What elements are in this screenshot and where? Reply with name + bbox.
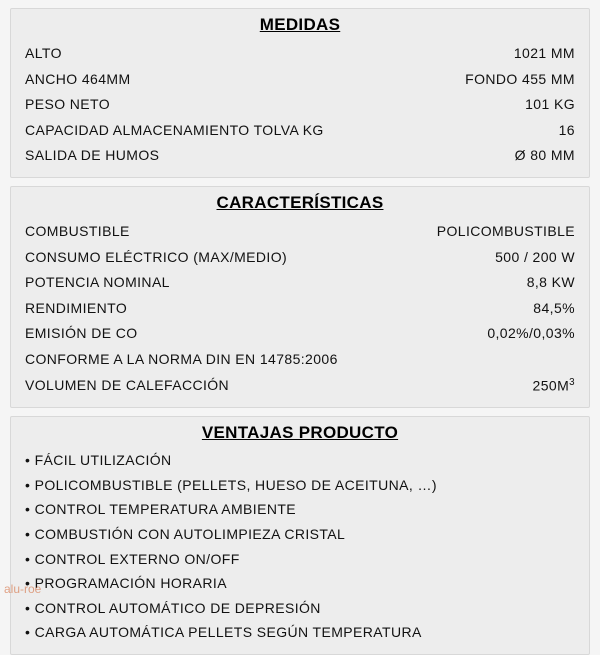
table-row: CAPACIDAD ALMACENAMIENTO TOLVA KG 16	[25, 118, 575, 144]
table-row: COMBUSTIBLE POLICOMBUSTIBLE	[25, 219, 575, 245]
row-value: 1021 MM	[514, 44, 575, 64]
list-item: • COMBUSTIÓN CON AUTOLIMPIEZA CRISTAL	[25, 523, 575, 548]
table-row: EMISIÓN DE CO 0,02%/0,03%	[25, 321, 575, 347]
list-item-text: FÁCIL UTILIZACIÓN	[35, 452, 172, 468]
table-row: ALTO 1021 MM	[25, 41, 575, 67]
list-item-text: CARGA AUTOMÁTICA PELLETS SEGÚN TEMPERATU…	[35, 624, 422, 640]
norma-row: CONFORME A LA NORMA DIN EN 14785:2006	[25, 347, 575, 373]
row-value: POLICOMBUSTIBLE	[437, 222, 575, 242]
table-row: POTENCIA NOMINAL 8,8 KW	[25, 270, 575, 296]
list-item: • CONTROL TEMPERATURA AMBIENTE	[25, 498, 575, 523]
list-item: • FÁCIL UTILIZACIÓN	[25, 449, 575, 474]
row-value: FONDO 455 MM	[465, 70, 575, 90]
caracteristicas-title: CARACTERÍSTICAS	[25, 193, 575, 213]
ventajas-list: • FÁCIL UTILIZACIÓN • POLICOMBUSTIBLE (P…	[25, 449, 575, 646]
row-value: 8,8 KW	[527, 273, 575, 293]
table-row: CONSUMO ELÉCTRICO (MAX/MEDIO) 500 / 200 …	[25, 245, 575, 271]
row-value: Ø 80 MM	[515, 146, 575, 166]
list-item: • PROGRAMACIÓN HORARIA	[25, 572, 575, 597]
row-label: RENDIMIENTO	[25, 299, 127, 319]
table-row: SALIDA DE HUMOS Ø 80 MM	[25, 143, 575, 169]
table-row: RENDIMIENTO 84,5%	[25, 296, 575, 322]
row-value: 250M3	[533, 376, 575, 396]
watermark: alu-roe	[4, 582, 41, 596]
list-item-text: CONTROL EXTERNO ON/OFF	[35, 551, 240, 567]
row-value: 0,02%/0,03%	[487, 324, 575, 344]
row-label: POTENCIA NOMINAL	[25, 273, 170, 293]
row-value: 101 KG	[525, 95, 575, 115]
row-value: 84,5%	[533, 299, 575, 319]
row-value: 500 / 200 W	[495, 248, 575, 268]
row-label: VOLUMEN DE CALEFACCIÓN	[25, 376, 229, 396]
list-item: • CARGA AUTOMÁTICA PELLETS SEGÚN TEMPERA…	[25, 621, 575, 646]
list-item: • CONTROL AUTOMÁTICO DE DEPRESIÓN	[25, 596, 575, 621]
ventajas-panel: VENTAJAS PRODUCTO • FÁCIL UTILIZACIÓN • …	[10, 416, 590, 655]
row-label: CAPACIDAD ALMACENAMIENTO TOLVA KG	[25, 121, 324, 141]
caracteristicas-panel: CARACTERÍSTICAS COMBUSTIBLE POLICOMBUSTI…	[10, 186, 590, 408]
list-item: • POLICOMBUSTIBLE (PELLETS, HUESO DE ACE…	[25, 473, 575, 498]
row-label: SALIDA DE HUMOS	[25, 146, 159, 166]
table-row: ANCHO 464MM FONDO 455 MM	[25, 67, 575, 93]
row-value: 16	[559, 121, 575, 141]
row-label: EMISIÓN DE CO	[25, 324, 138, 344]
row-label: PESO NETO	[25, 95, 110, 115]
list-item-text: CONTROL TEMPERATURA AMBIENTE	[35, 501, 296, 517]
row-label: ALTO	[25, 44, 62, 64]
list-item-text: COMBUSTIÓN CON AUTOLIMPIEZA CRISTAL	[35, 526, 346, 542]
medidas-panel: MEDIDAS ALTO 1021 MM ANCHO 464MM FONDO 4…	[10, 8, 590, 178]
table-row: PESO NETO 101 KG	[25, 92, 575, 118]
table-row: VOLUMEN DE CALEFACCIÓN 250M3	[25, 373, 575, 399]
list-item: • CONTROL EXTERNO ON/OFF	[25, 547, 575, 572]
medidas-title: MEDIDAS	[25, 15, 575, 35]
row-label: ANCHO 464MM	[25, 70, 131, 90]
ventajas-title: VENTAJAS PRODUCTO	[25, 423, 575, 443]
row-label: CONSUMO ELÉCTRICO (MAX/MEDIO)	[25, 248, 287, 268]
list-item-text: POLICOMBUSTIBLE (PELLETS, HUESO DE ACEIT…	[35, 477, 437, 493]
list-item-text: PROGRAMACIÓN HORARIA	[35, 575, 227, 591]
row-label: COMBUSTIBLE	[25, 222, 130, 242]
list-item-text: CONTROL AUTOMÁTICO DE DEPRESIÓN	[35, 600, 321, 616]
